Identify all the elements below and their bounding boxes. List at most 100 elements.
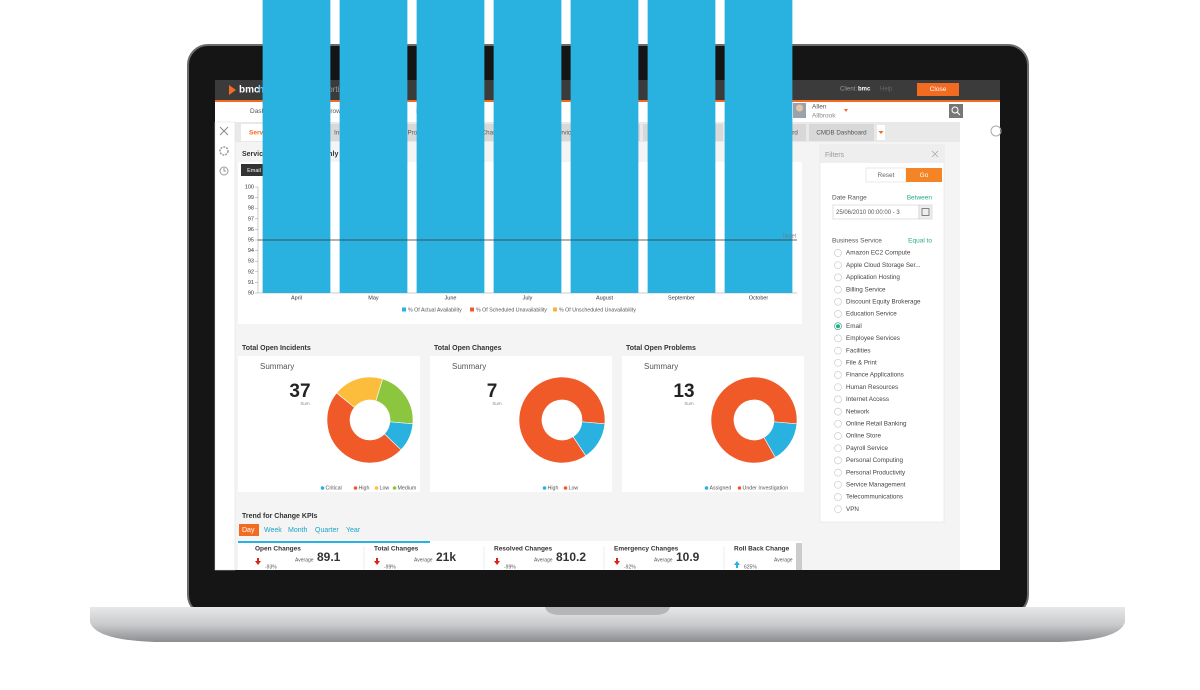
card-change: -92% [624, 564, 636, 570]
kpi-panel [238, 541, 802, 570]
email-button[interactable] [241, 164, 267, 176]
y-tick-label: 92 [248, 269, 254, 275]
radio[interactable] [834, 346, 842, 355]
radio[interactable] [834, 273, 842, 282]
summary-sub: Sum [684, 401, 694, 406]
history-hand [223, 168, 226, 172]
card-average: 10.9 [676, 550, 700, 564]
donut-slice [375, 378, 414, 425]
card-average-label: Average [654, 557, 673, 563]
radio[interactable] [834, 456, 842, 465]
service-option[interactable]: Amazon EC2 Compute [846, 250, 911, 257]
period[interactable]: Quarter [315, 527, 339, 534]
radio[interactable] [834, 334, 842, 343]
filter-header [820, 145, 944, 163]
left-sidebar [214, 121, 236, 571]
service-option[interactable]: Education Service [846, 311, 897, 318]
service-option[interactable]: Discount Equity Brokerage [846, 298, 921, 305]
service-option[interactable]: Online Retail Banking [846, 420, 907, 427]
legend-dot [320, 486, 325, 490]
summary-label: Summary [260, 362, 294, 371]
close-button[interactable] [917, 83, 959, 96]
chat-icon[interactable] [990, 125, 1002, 137]
service-option[interactable]: File & Print [846, 359, 877, 366]
radio[interactable] [834, 310, 842, 318]
radio-dot [836, 324, 840, 329]
search-button[interactable] [949, 104, 963, 118]
period-active[interactable] [239, 524, 259, 536]
y-tick-label: 97 [248, 216, 254, 222]
summary-sub: Sum [492, 401, 502, 406]
radio[interactable] [834, 505, 842, 514]
y-tick-label: 98 [248, 206, 254, 212]
radio[interactable] [834, 249, 842, 257]
y-tick-label: 91 [248, 280, 254, 286]
radio[interactable] [834, 468, 842, 477]
bar-segment [647, 0, 716, 293]
summary-label: Summary [644, 362, 678, 371]
radio[interactable] [834, 480, 842, 489]
period[interactable]: Week [264, 527, 282, 534]
radio[interactable] [834, 261, 842, 270]
radio[interactable] [834, 371, 842, 379]
service-option[interactable]: Employee Services [846, 335, 900, 342]
y-tick-label: 95 [248, 237, 254, 243]
filter-title: Filters [825, 152, 845, 159]
radio[interactable] [834, 407, 842, 416]
service-option[interactable]: VPN [846, 506, 859, 513]
legend-label: Critical [326, 485, 342, 491]
radio[interactable] [834, 297, 842, 306]
service-option[interactable]: Apple Cloud Storage Ser... [846, 262, 921, 269]
history-icon[interactable] [219, 166, 229, 176]
period[interactable]: Month [288, 527, 308, 534]
service-option[interactable]: Finance Applications [846, 372, 904, 379]
service-option[interactable]: Payroll Service [846, 445, 888, 452]
radio[interactable] [834, 432, 842, 440]
x-tick-label: April [291, 295, 302, 301]
period[interactable]: Day [242, 527, 255, 534]
filter-close[interactable] [931, 150, 939, 158]
service-option[interactable]: Telecommunications [846, 494, 903, 501]
service-option[interactable]: Email [846, 323, 862, 330]
radio[interactable] [834, 444, 842, 453]
service-option[interactable]: Personal Computing [846, 457, 904, 464]
card-average-label: Average [774, 557, 793, 563]
radio[interactable] [834, 358, 842, 367]
service-option[interactable]: Service Management [846, 481, 906, 488]
close-label[interactable]: Close [930, 86, 947, 93]
service-option[interactable]: Billing Service [846, 286, 886, 293]
tab-label[interactable]: CMDB Dashboard [816, 130, 867, 137]
nav-item[interactable]: Browse [326, 108, 348, 115]
radio[interactable] [834, 395, 842, 404]
service-option[interactable]: Human Resources [846, 384, 898, 391]
legend-dot [704, 486, 709, 490]
settings-icon[interactable] [219, 146, 229, 156]
go-label[interactable]: Go [920, 172, 929, 179]
email-label[interactable]: Email [247, 168, 261, 174]
radio[interactable] [834, 419, 842, 428]
card-name: Resolved Changes [494, 546, 553, 553]
radio[interactable] [834, 383, 842, 392]
service-option[interactable]: Internet Access [846, 396, 889, 403]
service-option[interactable]: Facilities [846, 347, 871, 354]
user-menu-arrow[interactable] [844, 109, 848, 112]
service-option[interactable]: Network [846, 408, 870, 415]
radio[interactable] [834, 493, 842, 501]
period[interactable]: Year [346, 527, 361, 534]
client-label: Client: [840, 87, 857, 93]
help[interactable]: Help [880, 87, 893, 93]
service-option[interactable]: Personal Productivity [846, 469, 906, 476]
service-option[interactable]: Online Store [846, 433, 881, 440]
date-operator[interactable]: Between [907, 195, 933, 202]
service-operator[interactable]: Equal to [908, 238, 932, 245]
service-option[interactable]: Application Hosting [846, 274, 900, 281]
y-tick-label: 93 [248, 259, 254, 265]
close-icon[interactable] [219, 126, 229, 136]
tab[interactable] [809, 124, 874, 141]
radio[interactable] [834, 285, 842, 294]
reset-label[interactable]: Reset [878, 172, 895, 179]
search-handle [956, 111, 961, 116]
donut-slice [326, 392, 402, 464]
calendar-button[interactable] [918, 204, 933, 220]
go-button[interactable] [906, 168, 942, 182]
